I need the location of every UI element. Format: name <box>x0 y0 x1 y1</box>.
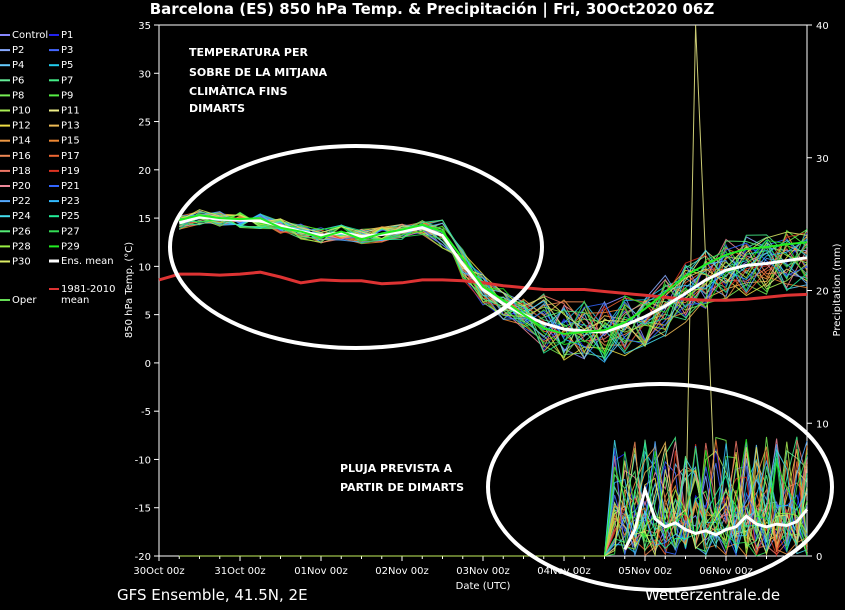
legend-label: P24 <box>12 211 31 222</box>
legend-label: P28 <box>12 241 31 252</box>
member-precip-line <box>179 447 808 558</box>
legend-label: P2 <box>12 45 24 56</box>
annotation-line-2: SOBRE DE LA MITJANA <box>189 66 328 79</box>
series-line-oper <box>179 214 808 335</box>
x-tick-label: 31Oct 00z <box>214 566 265 577</box>
y-axis-left: 35 30 25 20 15 10 5 0 -5 -10 -15 -20 <box>135 21 159 563</box>
legend-label: P11 <box>61 106 80 117</box>
annotation-line-3: CLIMÀTICA FINS <box>189 85 288 98</box>
legend-label: P15 <box>61 136 80 147</box>
member-precip-line <box>179 439 808 557</box>
y2-tick-label: 30 <box>816 154 829 165</box>
legend-label: P13 <box>61 121 80 132</box>
annotation-line-6: PARTIR DE DIMARTS <box>340 481 464 494</box>
x-tick-label: 06Nov 00z <box>699 566 752 577</box>
footer-left: GFS Ensemble, 41.5N, 2E <box>117 586 308 604</box>
legend-label: P7 <box>61 75 73 86</box>
annotation-line-1: TEMPERATURA PER <box>189 46 308 59</box>
series-line-1981-2010-mean <box>158 270 808 302</box>
legend-label: P12 <box>12 121 31 132</box>
y-tick-label: -10 <box>135 455 151 466</box>
x-tick-label: 30Oct 00z <box>133 566 184 577</box>
y-tick-label: 20 <box>138 166 151 177</box>
y-axis-right: 40 30 20 10 0 <box>807 21 829 563</box>
legend-label: P26 <box>12 226 31 237</box>
series-lines <box>158 214 809 551</box>
legend-label: P1 <box>61 30 73 41</box>
series-line-ens-mean-precip <box>623 484 809 551</box>
legend: Control P1 P2 P3 P4 P5 P6 P7 P8 P9 P10 P11 P12 P13 P14… <box>0 30 116 306</box>
legend-label: P4 <box>12 60 24 71</box>
series-line-ens-mean <box>178 215 808 334</box>
member-precip-line <box>179 443 808 557</box>
member-temp-line <box>179 217 808 351</box>
legend-label: Ens. mean <box>61 256 114 267</box>
y2-tick-label: 40 <box>816 21 829 32</box>
chart-title: Barcelona (ES) 850 hPa Temp. & Precipita… <box>150 0 715 19</box>
y2-tick-label: 10 <box>816 419 829 430</box>
legend-label: P16 <box>12 151 31 162</box>
y-tick-label: 25 <box>138 118 151 129</box>
legend-label: P30 <box>12 257 31 268</box>
x-tick-label: 03Nov 00z <box>456 566 509 577</box>
annotation-line-5: PLUJA PREVISTA A <box>340 462 453 475</box>
legend-label: P18 <box>12 166 31 177</box>
legend-label: P21 <box>61 181 80 192</box>
legend-label: P27 <box>61 226 80 237</box>
x-axis-label: Date (UTC) <box>456 581 511 592</box>
y-tick-label: -5 <box>141 407 151 418</box>
legend-label: P8 <box>12 90 24 101</box>
legend-label: P23 <box>61 196 80 207</box>
legend-label: Oper <box>12 295 37 306</box>
y2-axis-label: Precipitation (mm) <box>832 243 843 336</box>
legend-label: P3 <box>61 45 73 56</box>
precip-ellipse <box>486 382 834 592</box>
x-tick-label: 05Nov 00z <box>618 566 671 577</box>
legend-label: P10 <box>12 106 31 117</box>
annotation-line-4: DIMARTS <box>189 102 245 115</box>
x-axis: 30Oct 00z 31Oct 00z 01Nov 00z 02Nov 00z 03No… <box>133 556 788 577</box>
y-tick-label: 0 <box>145 359 151 370</box>
y-tick-label: 5 <box>145 311 151 322</box>
legend-label: P25 <box>61 211 80 222</box>
y-tick-label: 10 <box>138 262 151 273</box>
y-tick-label: 35 <box>138 21 151 32</box>
member-temp-line <box>179 212 808 353</box>
member-temp-line <box>179 215 808 353</box>
member-precip-line <box>179 443 808 557</box>
y-tick-label: -15 <box>135 504 151 515</box>
y-tick-label: 15 <box>138 214 151 225</box>
legend-label: P9 <box>61 90 73 101</box>
legend-label: P5 <box>61 60 73 71</box>
legend-label: P6 <box>12 75 24 86</box>
y-tick-label: 30 <box>138 69 151 80</box>
y2-tick-label: 20 <box>816 287 829 298</box>
x-tick-label: 02Nov 00z <box>375 566 428 577</box>
y-tick-label: -20 <box>135 552 151 563</box>
legend-label: 1981-2010 <box>61 284 116 295</box>
legend-label: mean <box>61 295 89 306</box>
legend-label: P17 <box>61 151 80 162</box>
legend-label: P19 <box>61 166 80 177</box>
legend-label: P14 <box>12 136 31 147</box>
y-axis-label: 850 hPa Temp. (°C) <box>124 242 135 338</box>
legend-label: P20 <box>12 181 31 192</box>
x-tick-label: 01Nov 00z <box>294 566 347 577</box>
legend-label: P29 <box>61 241 80 252</box>
member-precip-line <box>179 440 808 558</box>
y2-tick-label: 0 <box>816 552 822 563</box>
legend-label: P22 <box>12 196 31 207</box>
temperature-ellipse <box>168 144 544 350</box>
footer-right: Wetterzentrale.de <box>645 586 780 604</box>
legend-label: Control <box>12 30 48 41</box>
